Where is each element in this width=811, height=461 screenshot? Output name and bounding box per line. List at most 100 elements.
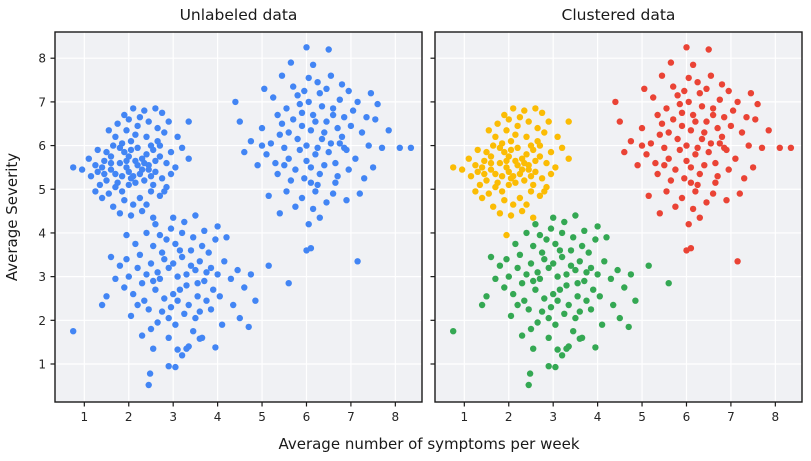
data-point bbox=[514, 301, 521, 309]
data-point bbox=[525, 306, 532, 313]
data-point bbox=[150, 345, 157, 352]
data-point bbox=[147, 260, 155, 267]
data-point bbox=[516, 170, 524, 178]
data-point bbox=[472, 162, 479, 169]
data-point bbox=[696, 90, 703, 97]
data-point bbox=[523, 229, 530, 237]
data-point bbox=[150, 181, 157, 189]
data-point bbox=[534, 269, 541, 276]
data-point bbox=[325, 46, 332, 53]
data-point bbox=[292, 166, 299, 173]
x-tick-label: 6 bbox=[303, 410, 311, 424]
data-point bbox=[523, 271, 530, 278]
data-point bbox=[481, 170, 488, 178]
data-point bbox=[176, 286, 184, 293]
data-point bbox=[347, 122, 355, 130]
data-point bbox=[741, 175, 748, 182]
data-point bbox=[143, 201, 150, 208]
data-point bbox=[514, 122, 521, 130]
data-point bbox=[752, 116, 759, 123]
data-point bbox=[738, 129, 746, 136]
data-point bbox=[596, 293, 603, 300]
y-tick-label: 3 bbox=[38, 270, 46, 284]
data-point bbox=[296, 146, 303, 154]
data-point bbox=[745, 142, 752, 149]
data-point bbox=[638, 142, 646, 149]
data-point bbox=[516, 251, 524, 258]
data-point bbox=[156, 275, 164, 282]
data-point bbox=[572, 266, 579, 274]
data-point bbox=[241, 148, 248, 156]
data-point bbox=[334, 124, 341, 132]
data-point bbox=[96, 181, 104, 189]
data-point bbox=[167, 148, 175, 156]
data-point bbox=[563, 345, 570, 352]
data-point bbox=[192, 212, 199, 219]
data-point bbox=[565, 118, 572, 125]
data-point bbox=[743, 114, 750, 121]
data-point bbox=[147, 173, 155, 180]
data-point bbox=[654, 170, 661, 178]
data-point bbox=[587, 306, 595, 313]
data-point bbox=[501, 148, 508, 156]
data-point bbox=[563, 271, 570, 278]
data-point bbox=[727, 122, 735, 130]
data-point bbox=[530, 277, 537, 285]
data-point bbox=[156, 142, 164, 149]
data-point bbox=[98, 301, 106, 309]
data-point bbox=[301, 87, 308, 95]
data-point bbox=[565, 301, 572, 309]
data-point bbox=[492, 170, 499, 178]
data-point bbox=[526, 370, 534, 377]
data-point bbox=[512, 179, 519, 186]
data-point bbox=[492, 133, 499, 140]
data-point bbox=[158, 109, 166, 117]
data-point bbox=[645, 192, 652, 199]
data-point bbox=[278, 72, 286, 79]
data-point bbox=[356, 190, 363, 197]
data-point bbox=[92, 188, 99, 195]
data-point bbox=[123, 127, 130, 134]
data-point bbox=[670, 83, 677, 90]
data-point bbox=[323, 118, 330, 125]
data-point bbox=[696, 170, 703, 178]
data-point bbox=[118, 173, 126, 180]
x-tick-label: 7 bbox=[727, 410, 735, 424]
data-point bbox=[678, 194, 686, 202]
data-point bbox=[570, 328, 577, 335]
data-point bbox=[503, 256, 510, 263]
data-point bbox=[105, 127, 113, 134]
data-point bbox=[532, 221, 539, 228]
data-point bbox=[681, 175, 688, 182]
data-point bbox=[594, 271, 601, 278]
data-point bbox=[514, 264, 521, 272]
data-point bbox=[141, 159, 148, 167]
data-point bbox=[674, 135, 681, 143]
data-point bbox=[329, 105, 337, 112]
data-point bbox=[496, 262, 504, 269]
data-point bbox=[536, 153, 544, 160]
data-point bbox=[578, 242, 586, 250]
data-point bbox=[185, 155, 192, 162]
data-point bbox=[314, 79, 321, 86]
data-point bbox=[127, 212, 135, 219]
data-point bbox=[685, 221, 692, 228]
data-point bbox=[145, 381, 152, 389]
data-point bbox=[689, 111, 697, 119]
data-point bbox=[125, 273, 132, 280]
data-point bbox=[161, 295, 168, 302]
data-point bbox=[492, 275, 499, 282]
data-point bbox=[290, 116, 297, 123]
data-point bbox=[196, 308, 203, 315]
data-point bbox=[645, 262, 652, 269]
data-point bbox=[241, 284, 248, 291]
data-point bbox=[474, 168, 481, 175]
data-point bbox=[118, 188, 126, 195]
data-point bbox=[525, 381, 532, 389]
data-point bbox=[689, 61, 697, 68]
data-point bbox=[334, 173, 341, 180]
data-point bbox=[132, 131, 139, 138]
data-point bbox=[661, 144, 668, 151]
data-point bbox=[318, 103, 326, 110]
data-point bbox=[478, 164, 486, 171]
